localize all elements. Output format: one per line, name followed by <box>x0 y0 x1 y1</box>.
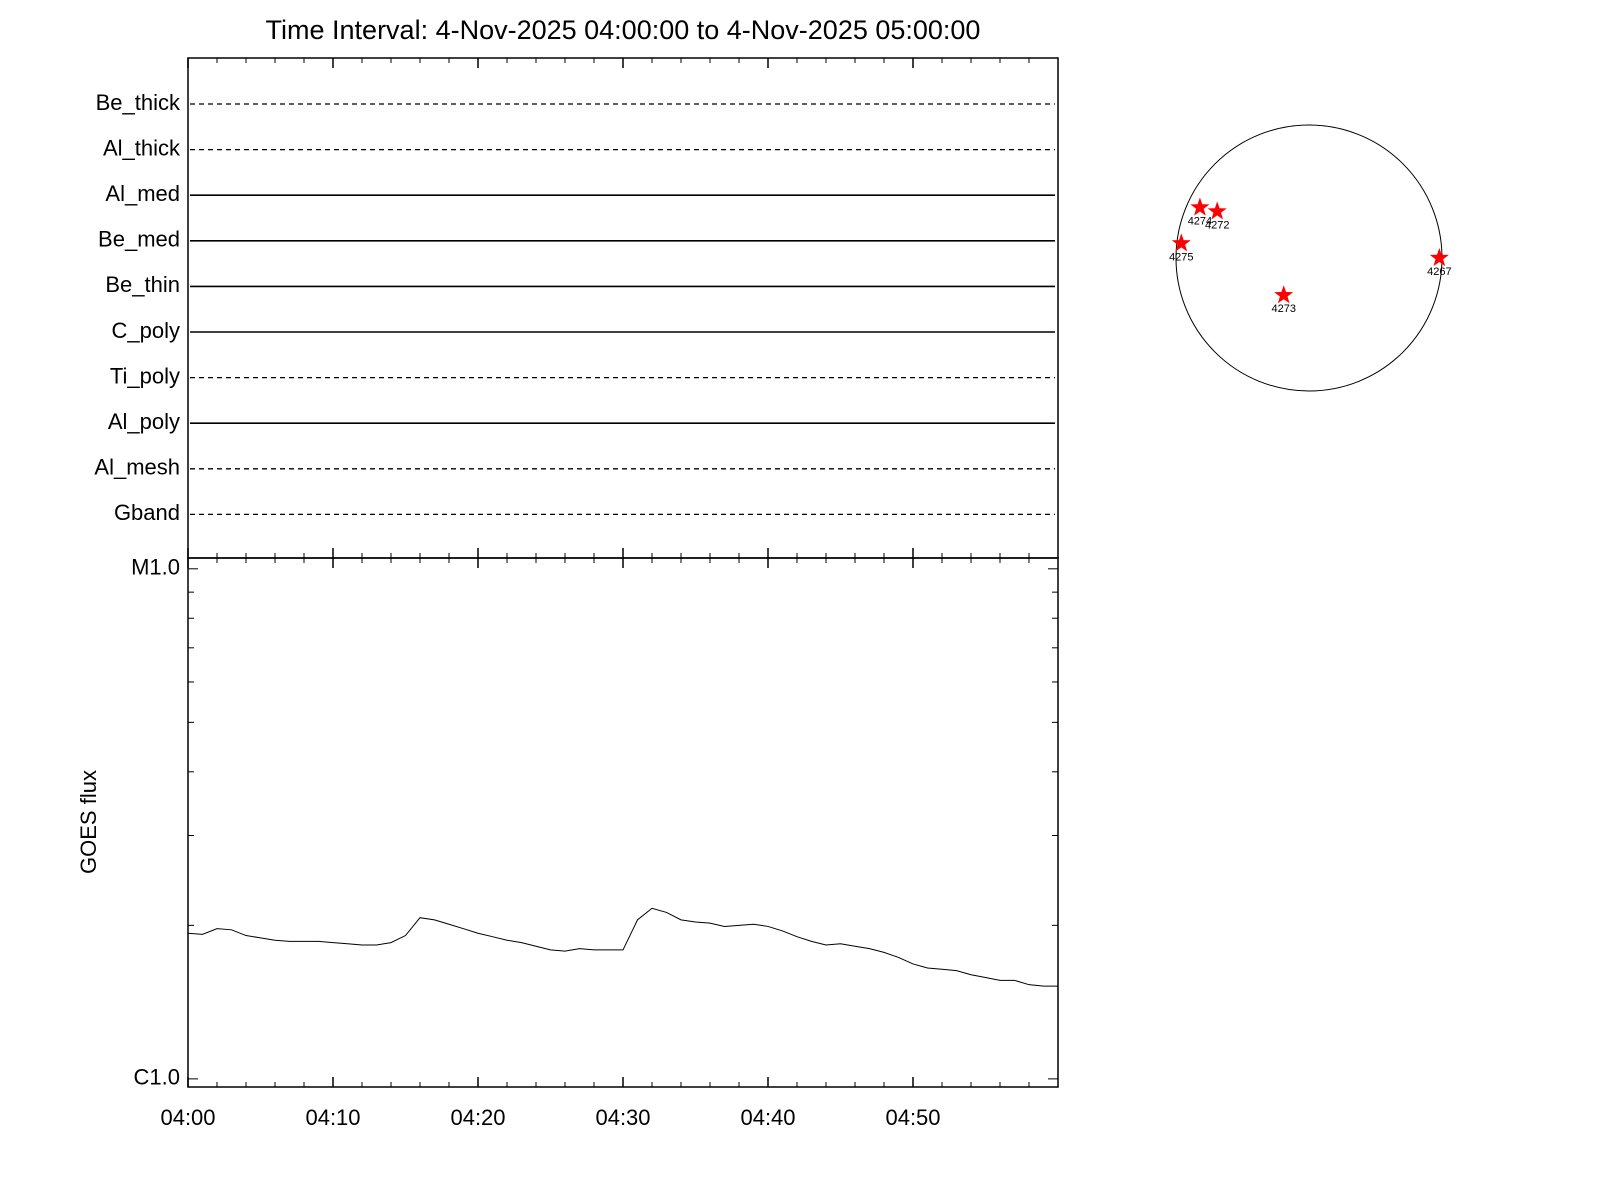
region-star <box>1207 201 1227 220</box>
channel-label: Gband <box>114 500 180 525</box>
x-tick-label: 04:30 <box>595 1105 650 1130</box>
x-tick-label: 04:10 <box>305 1105 360 1130</box>
region-label: 4267 <box>1427 266 1451 278</box>
filter-panel-frame <box>187 57 1059 559</box>
title: Time Interval: 4-Nov-2025 04:00:00 to 4-… <box>266 15 981 45</box>
channel-label: Be_med <box>98 227 180 252</box>
solar-disk <box>1175 124 1443 392</box>
channel-label: C_poly <box>112 318 180 343</box>
region-star <box>1429 248 1449 267</box>
region-label: 4272 <box>1205 219 1229 231</box>
channel-label: Ti_poly <box>110 363 180 388</box>
region-label: 4274 <box>1188 215 1212 227</box>
region-label: 4275 <box>1169 251 1193 263</box>
region-label: 4273 <box>1271 303 1295 315</box>
channel-label: Al_med <box>105 181 180 206</box>
x-tick-label: 04:00 <box>160 1105 215 1130</box>
channel-label: Al_thick <box>103 135 181 160</box>
x-tick-label: 04:20 <box>450 1105 505 1130</box>
flux-panel-frame <box>187 557 1059 1088</box>
region-star <box>1190 197 1210 216</box>
y-tick-label: M1.0 <box>131 555 180 580</box>
channel-label: Be_thin <box>105 272 180 297</box>
x-tick-label: 04:40 <box>740 1105 795 1130</box>
flux-line <box>187 907 1058 987</box>
region-star <box>1274 285 1294 304</box>
y-axis-label: GOES flux <box>76 770 101 874</box>
channel-label: Al_mesh <box>94 455 180 480</box>
region-star <box>1171 233 1191 252</box>
x-tick-label: 04:50 <box>885 1105 940 1130</box>
channel-label: Al_poly <box>108 409 180 434</box>
y-tick-label: C1.0 <box>134 1065 180 1090</box>
channel-label: Be_thick <box>96 90 181 115</box>
